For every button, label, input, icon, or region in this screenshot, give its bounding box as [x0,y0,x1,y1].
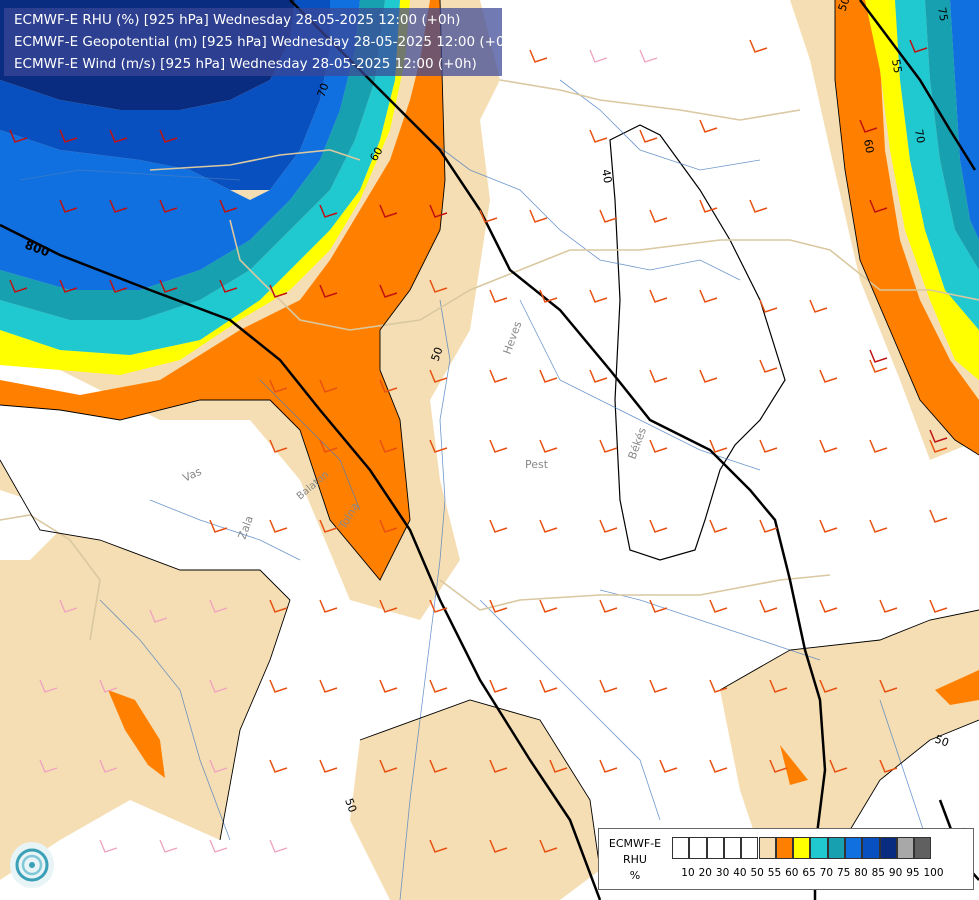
legend-tick-label: 40 [733,867,747,879]
rhu-label-50-a: 50 [429,345,446,363]
legend-swatch [845,837,863,859]
rhu-zone-50-sw [0,460,290,880]
rhu-zone-75 [0,0,360,290]
legend-swatch [827,837,845,859]
legend-tick-label: 20 [698,867,712,879]
borders [0,79,979,641]
rhu-zone-75-east [950,0,979,240]
rivers [19,79,941,900]
rhu-zone-55-east [835,0,979,455]
place-label-pest: Pest [525,458,549,471]
legend-tick-label: 70 [819,867,834,879]
legend-tick-label: 95 [906,867,920,879]
rhu-zone-65-east [895,0,979,330]
legend-tick-label: 60 [785,867,799,879]
legend-swatch [775,837,794,859]
legend-swatch [862,837,880,859]
wind-barbs [209,39,948,853]
geopotential-800 [0,223,602,900]
legend-swatch [741,837,759,859]
legend-tick-label: 75 [837,867,851,879]
rhu-label-70-b: 70 [912,128,927,144]
legend-swatch [879,837,897,859]
rhu-label-55: 55 [889,58,904,74]
rhu-label-60-a: 60 [367,145,385,164]
legend-tick-label: 50 [750,867,764,879]
wind-barbs-light [39,49,658,853]
rhu-zone-55-edge [935,670,979,705]
legend-title-var: RHU [623,853,647,866]
legend-tick-label: 80 [854,867,868,879]
legend-tick-label: 65 [802,867,816,879]
header-title-geopotential: ECMWF-E Geopotential (m) [925 hPa] Wedne… [14,34,519,50]
legend-title-unit: % [629,869,641,882]
header-title-rhu: ECMWF-E RHU (%) [925 hPa] Wednesday 28-0… [14,12,461,28]
rhu-label-60-b: 60 [861,138,876,154]
legend-tick-label: 30 [715,867,730,879]
geopotential-760 [859,0,977,171]
ecmwf-logo-icon [10,842,54,888]
rhu-label-50-c: 50 [933,733,951,750]
rhu-zone-60-east [865,0,979,380]
legend-swatch [810,837,828,859]
rhu-zone-dry-w [0,490,60,560]
legend-tick-label: 85 [871,867,885,879]
legend-swatch [689,837,707,859]
legend-swatch [758,837,776,859]
legend-tick-label: 90 [888,867,903,879]
rhu-zone-55-blob [108,690,165,778]
rhu-zone-55-small [780,745,808,785]
legend-swatch [706,837,724,859]
legend-tick-label: 10 [681,867,695,879]
legend-swatch [672,837,690,859]
rhu-zone-50-se [720,610,979,880]
geopotential-north [289,0,827,900]
rhu-label-70-a: 70 [315,81,332,99]
header-title-wind: ECMWF-E Wind (m/s) [925 hPa] Wednesday 2… [14,56,477,72]
legend-swatch [723,837,742,859]
rhu-zone-50-south [350,700,600,900]
rhu-legend: ECMWF-E RHU % 10 20 30 40 50 55 60 65 70 75 80 85 90… [598,828,974,890]
map-header: ECMWF-E RHU (%) [925 hPa] Wednesday 28-0… [4,8,518,76]
legend-swatch [914,837,932,859]
rhu-label-75: 75 [935,6,950,22]
rhu-label-40: 40 [599,168,614,184]
legend-title-model: ECMWF-E [608,837,662,850]
wind-barbs-dark [9,39,948,443]
rhu-contour-40 [609,124,786,561]
legend-swatch [896,837,915,859]
legend-tick-label: 100 [923,867,944,879]
rhu-label-50-d: 50 [836,0,853,13]
legend-swatch [793,837,811,859]
rhu-zone-dry-sw [140,450,240,570]
rhu-zone-70-north [0,0,385,320]
rhu-zone-65-north [0,0,400,355]
rhu-label-50-b: 50 [342,797,359,815]
rhu-zone-80 [0,0,330,190]
rhu-zone-55-north [0,0,445,580]
legend-tick-label: 55 [767,867,782,879]
